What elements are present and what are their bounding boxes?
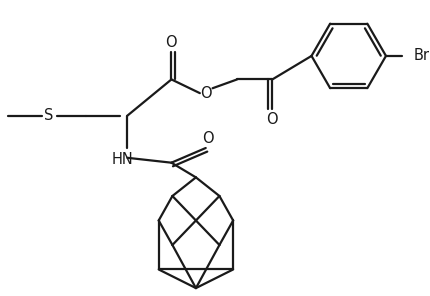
Text: Br: Br (413, 49, 430, 63)
Text: O: O (202, 131, 213, 146)
Text: S: S (44, 108, 54, 123)
Text: O: O (200, 86, 212, 101)
Text: O: O (166, 35, 177, 50)
Text: HN: HN (111, 152, 133, 167)
Text: O: O (267, 112, 278, 127)
